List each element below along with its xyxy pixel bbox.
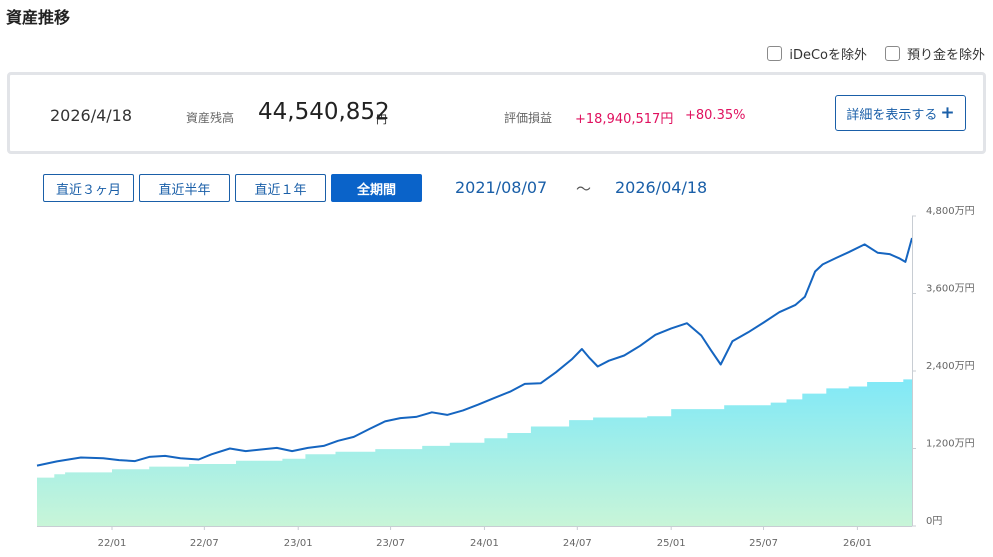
profit-loss-percent: +80.35% [685,108,746,123]
exclude-deposit-checkbox[interactable] [884,46,900,61]
exclude-deposit-option[interactable]: 預り金を除外 [884,44,985,63]
profit-loss-label: 評価損益 [504,111,553,125]
x-tick-label: 23/07 [376,538,405,549]
exclude-ideco-option[interactable]: iDeCoを除外 [767,44,867,63]
principal-area-series [37,374,912,526]
x-tick-label: 26/01 [843,538,872,549]
plus-icon: + [940,102,955,123]
show-details-button[interactable]: 詳細を表示する + [835,95,966,131]
x-tick-label: 25/07 [749,538,778,549]
asset-summary-panel: 2026/4/18 資産残高 44,540,852 円 評価損益 +18,940… [7,72,986,154]
range-end-date: 2026/04/18 [615,178,708,197]
x-tick-label: 24/07 [563,538,592,549]
summary-date: 2026/4/18 [50,106,133,125]
y-tick-label: 3,600万円 [926,284,975,295]
page-title: 資産推移 [6,8,71,27]
exclude-deposit-label: 預り金を除外 [906,48,985,63]
period-all-button[interactable]: 全期間 [331,174,422,202]
range-start-date: 2021/08/07 [455,178,548,197]
y-tick-label: 4,800万円 [926,206,975,217]
balance-value: 44,540,852 [258,99,390,125]
period-selector: 直近３ヶ月 直近半年 直近１年 全期間 [43,174,422,202]
period-1-year-button[interactable]: 直近１年 [235,174,326,202]
y-tick-label: 2,400万円 [926,361,975,372]
x-tick-label: 23/01 [284,538,313,549]
profit-loss-amount: +18,940,517円 [575,112,674,127]
period-3-months-button[interactable]: 直近３ヶ月 [43,174,134,202]
balance-label: 資産残高 [186,111,235,125]
filter-options: iDeCoを除外 預り金を除外 [767,44,985,63]
x-tick-label: 22/07 [190,538,219,549]
asset-trend-chart: 0円 1,200万円 2,400万円 3,600万円 4,800万円 22/01 22/07… [36,206,975,549]
y-tick-label: 1,200万円 [926,439,975,450]
exclude-ideco-checkbox[interactable] [767,46,783,61]
range-separator: ～ [576,180,592,198]
balance-unit: 円 [376,113,387,126]
show-details-label: 詳細を表示する [846,107,938,123]
exclude-ideco-label: iDeCoを除外 [789,48,867,63]
x-tick-label: 24/01 [470,538,499,549]
x-tick-label: 25/01 [657,538,686,549]
period-6-months-button[interactable]: 直近半年 [139,174,230,202]
x-tick-label: 22/01 [98,538,127,549]
total-assets-line-series [36,237,913,467]
y-tick-label: 0円 [926,516,942,527]
